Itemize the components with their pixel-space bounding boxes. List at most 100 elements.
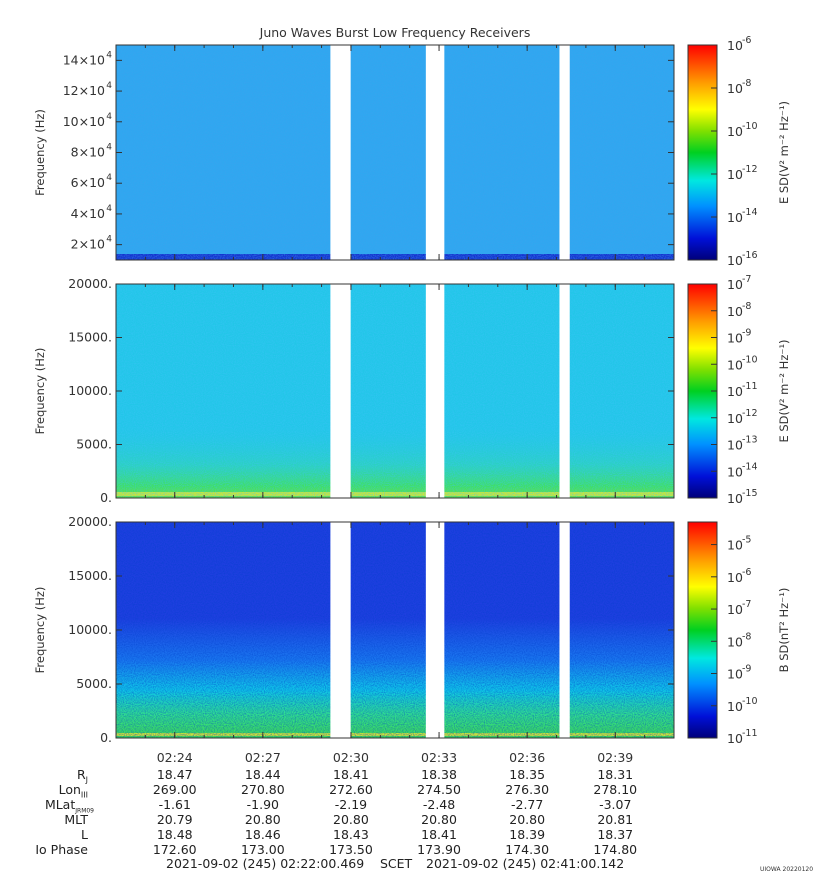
colorbar-tick-exponent: -12 — [742, 408, 758, 419]
data-gap — [330, 283, 351, 499]
colorbar-tick-exponent: -7 — [742, 274, 751, 285]
colorbar-tick-exponent: -9 — [742, 328, 751, 339]
colorbar-tick-label: 10 — [727, 570, 743, 585]
colorbar-tick-exponent: -14 — [742, 207, 758, 218]
ephemeris-value: 20.80 — [509, 812, 546, 827]
data-gap — [425, 521, 445, 739]
panel-3: 0. 5000. 10000. 15000. 20000. Frequency (Hz) 1… — [33, 514, 791, 746]
ephemeris-value: 18.46 — [244, 827, 281, 842]
colorbar-tick-exponent: -6 — [742, 35, 751, 46]
panel-1: 2×10 44×10 46×10 48×10 410×10 412×10 414×10 4Fr… — [33, 35, 791, 268]
colorbar-tick-label: 10 — [727, 491, 743, 506]
ephemeris-value: -3.07 — [599, 797, 632, 812]
colorbar-tick-label: 10 — [727, 602, 743, 617]
data-gap — [559, 521, 570, 739]
colorbar-tick-label: 10 — [727, 464, 743, 479]
ephemeris-value: 173.00 — [240, 842, 285, 857]
y-tick-exponent: 4 — [106, 204, 112, 214]
y-tick-label: 8×10 — [71, 145, 105, 160]
ephemeris-value: 18.35 — [509, 767, 546, 782]
y-tick-label: 20000. — [68, 276, 112, 291]
ephemeris-value: 270.80 — [240, 782, 285, 797]
ephemeris-value: -2.48 — [422, 797, 456, 812]
ephemeris-label: MLT — [64, 812, 88, 827]
ephemeris-label-subscript: J — [85, 775, 88, 785]
colorbar-tick-label: 10 — [727, 438, 743, 453]
y-axis-label: Frequency (Hz) — [33, 587, 47, 674]
colorbar-tick-label: 10 — [727, 253, 743, 268]
y-tick-exponent: 4 — [106, 81, 112, 91]
colorbar-tick-label: 10 — [727, 731, 743, 746]
ephemeris-value: 269.00 — [152, 782, 197, 797]
colorbar-tick-exponent: -11 — [742, 728, 758, 739]
colorbar-tick-label: 10 — [727, 331, 743, 346]
colorbar-tick-label: 10 — [727, 124, 743, 139]
colorbar-tick-label: 10 — [727, 411, 743, 426]
ephemeris-label-subscript: III — [80, 790, 88, 800]
x-tick-label: 02:30 — [333, 750, 369, 765]
ephemeris-value: 174.80 — [593, 842, 638, 857]
colorbar-tick-exponent: -9 — [742, 664, 751, 675]
colorbar-tick-exponent: -11 — [742, 381, 758, 392]
y-tick-label: 0. — [100, 730, 112, 745]
colorbar-tick-label: 10 — [727, 357, 743, 372]
y-tick-label: 4×10 — [71, 206, 105, 221]
y-tick-exponent: 4 — [106, 143, 112, 153]
colorbar-tick-exponent: -7 — [742, 599, 751, 610]
colorbar-tick-exponent: -5 — [742, 535, 751, 546]
y-tick-label: 12×10 — [63, 83, 105, 98]
y-tick-label: 20000. — [68, 514, 112, 529]
colorbar-tick-label: 10 — [727, 538, 743, 553]
ephemeris-value: 20.80 — [421, 812, 457, 827]
colorbar-tick-exponent: -10 — [742, 354, 758, 365]
ephemeris-value: 18.44 — [244, 767, 281, 782]
colorbar-tick-exponent: -15 — [742, 488, 758, 499]
colorbar-tick-exponent: -8 — [742, 78, 751, 89]
y-axis-label: Frequency (Hz) — [33, 109, 47, 196]
y-tick-label: 10000. — [68, 622, 112, 637]
y-tick-label: 15000. — [68, 568, 112, 583]
x-tick-label: 02:39 — [597, 750, 633, 765]
data-gap — [330, 521, 351, 739]
data-gap — [425, 44, 445, 261]
y-tick-label: 6×10 — [71, 175, 105, 190]
data-gap — [559, 44, 570, 261]
y-tick-exponent: 4 — [106, 235, 112, 245]
colorbar-tick-label: 10 — [727, 699, 743, 714]
colorbar-tick-label: 10 — [727, 277, 743, 292]
credit-label: UIOWA 20220120 — [760, 866, 814, 873]
ephemeris-value: 18.41 — [333, 767, 369, 782]
ephemeris-label: MLatJRM09 — [44, 797, 94, 815]
ephemeris-value: 18.43 — [333, 827, 369, 842]
ephemeris-value: -2.19 — [334, 797, 368, 812]
y-tick-exponent: 4 — [106, 112, 112, 122]
ephemeris-value: 18.38 — [421, 767, 457, 782]
ephemeris-value: 274.50 — [417, 782, 461, 797]
colorbar-tick-exponent: -12 — [742, 164, 758, 175]
spectrogram-panels: 2×10 44×10 46×10 48×10 410×10 412×10 414×10 4Fr… — [33, 35, 791, 765]
colorbar-tick-exponent: -8 — [742, 301, 751, 312]
colorbar-label: B SD(nT² Hz⁻¹) — [777, 588, 791, 673]
colorbar-label: E SD(V² m⁻² Hz⁻¹) — [777, 339, 791, 442]
colorbar — [688, 522, 717, 738]
ephemeris-value: 173.90 — [417, 842, 461, 857]
colorbar — [688, 45, 717, 260]
ephemeris-label: LonIII — [58, 782, 88, 800]
y-tick-label: 10000. — [68, 383, 112, 398]
ephemeris-value: 18.48 — [156, 827, 193, 842]
colorbar-tick-exponent: -10 — [742, 121, 758, 132]
y-tick-label: 10×10 — [63, 114, 105, 129]
data-gap — [425, 283, 445, 499]
ephemeris-label: Io Phase — [35, 842, 88, 857]
colorbar-label: E SD(V² m⁻² Hz⁻¹) — [777, 101, 791, 204]
ephemeris-value: 174.30 — [505, 842, 550, 857]
ephemeris-value: 18.39 — [509, 827, 546, 842]
x-tick-label: 02:33 — [421, 750, 457, 765]
x-tick-label: 02:36 — [509, 750, 545, 765]
ephemeris-value: 20.80 — [244, 812, 281, 827]
y-axis-label: Frequency (Hz) — [33, 348, 47, 435]
colorbar-tick-label: 10 — [727, 210, 743, 225]
ephemeris-value: 18.31 — [597, 767, 634, 782]
ephemeris-value: -1.90 — [246, 797, 279, 812]
